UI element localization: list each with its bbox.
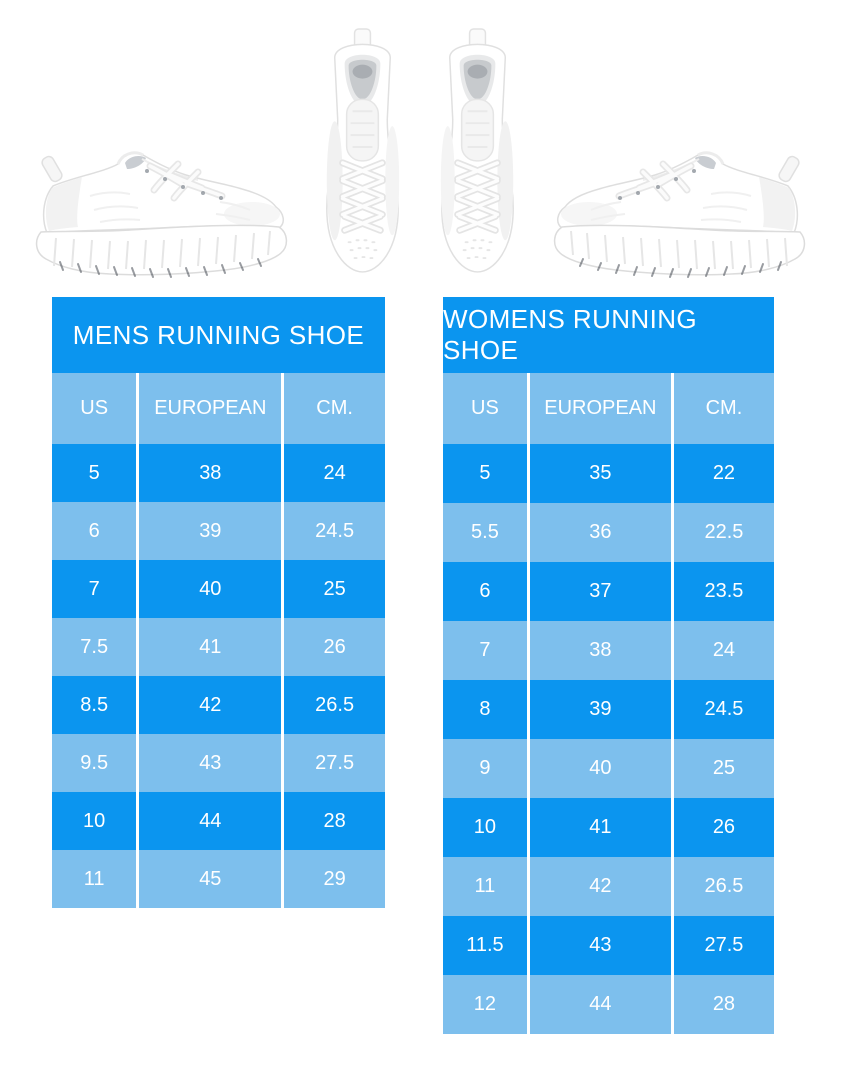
size-cell: 7.5 — [52, 618, 137, 676]
table-row: 5 38 24 — [52, 444, 385, 502]
size-cell: 40 — [139, 560, 282, 618]
running-shoe-side-view-icon — [35, 151, 288, 278]
mens-table-rows: 5 38 24 6 39 24.5 7 40 25 7.5 41 26 8.5 42 26.5 9.5 43 27… — [52, 444, 385, 908]
mens-table-header-row: US EUROPEAN CM. — [52, 373, 385, 444]
mens-size-table: MENS RUNNING SHOE US EUROPEAN CM. 5 38 24 6 39… — [52, 297, 385, 908]
size-cell: 44 — [139, 792, 282, 850]
size-cell: 22.5 — [673, 503, 774, 562]
column-header-us: US — [52, 373, 137, 444]
size-cell: 6 — [52, 502, 137, 560]
size-cell: 8.5 — [52, 676, 137, 734]
column-header-european: EUROPEAN — [529, 373, 671, 444]
table-row: 7 38 24 — [443, 621, 774, 680]
size-cell: 7 — [443, 621, 527, 680]
table-row: 8.5 42 26.5 — [52, 676, 385, 734]
size-cell: 39 — [529, 680, 671, 739]
size-cell: 26 — [284, 618, 385, 676]
womens-table-header-row: US EUROPEAN CM. — [443, 373, 774, 444]
size-cell: 5 — [443, 444, 527, 503]
size-cell: 44 — [529, 975, 671, 1034]
mens-table-title: MENS RUNNING SHOE — [52, 297, 385, 373]
size-cell: 27.5 — [284, 734, 385, 792]
table-row: 9 40 25 — [443, 739, 774, 798]
size-cell: 9.5 — [52, 734, 137, 792]
table-row: 6 37 23.5 — [443, 562, 774, 621]
size-cell: 26.5 — [284, 676, 385, 734]
size-cell: 43 — [139, 734, 282, 792]
column-header-european: EUROPEAN — [139, 373, 282, 444]
table-row: 6 39 24.5 — [52, 502, 385, 560]
size-cell: 24 — [284, 444, 385, 502]
size-cell: 42 — [139, 676, 282, 734]
size-cell: 29 — [284, 850, 385, 908]
size-cell: 35 — [529, 444, 671, 503]
size-cell: 36 — [529, 503, 671, 562]
table-row: 5.5 36 22.5 — [443, 503, 774, 562]
size-cell: 7 — [52, 560, 137, 618]
womens-table-title: WOMENS RUNNING SHOE — [443, 297, 774, 373]
table-row: 11 45 29 — [52, 850, 385, 908]
size-cell: 10 — [443, 798, 527, 857]
size-cell: 6 — [443, 562, 527, 621]
size-cell: 24.5 — [673, 680, 774, 739]
size-cell: 22 — [673, 444, 774, 503]
size-cell: 26 — [673, 798, 774, 857]
column-header-cm: CM. — [284, 373, 385, 444]
size-cell: 8 — [443, 680, 527, 739]
size-cell: 27.5 — [673, 916, 774, 975]
size-cell: 45 — [139, 850, 282, 908]
size-cell: 28 — [673, 975, 774, 1034]
size-cell: 39 — [139, 502, 282, 560]
size-cell: 11 — [52, 850, 137, 908]
table-row: 8 39 24.5 — [443, 680, 774, 739]
table-row: 7.5 41 26 — [52, 618, 385, 676]
size-cell: 11.5 — [443, 916, 527, 975]
size-cell: 25 — [673, 739, 774, 798]
column-header-cm: CM. — [673, 373, 774, 444]
size-cell: 12 — [443, 975, 527, 1034]
size-cell: 41 — [529, 798, 671, 857]
table-row: 12 44 28 — [443, 975, 774, 1034]
shoe-side-left-image — [30, 126, 310, 281]
size-cell: 10 — [52, 792, 137, 850]
table-row: 9.5 43 27.5 — [52, 734, 385, 792]
womens-size-table: WOMENS RUNNING SHOE US EUROPEAN CM. 5 35 22 5… — [443, 297, 774, 1034]
size-cell: 38 — [529, 621, 671, 680]
size-cell: 9 — [443, 739, 527, 798]
size-cell: 37 — [529, 562, 671, 621]
column-header-us: US — [443, 373, 527, 444]
size-cell: 24 — [673, 621, 774, 680]
table-row: 11.5 43 27.5 — [443, 916, 774, 975]
size-cell: 43 — [529, 916, 671, 975]
size-cell: 28 — [284, 792, 385, 850]
size-cell: 26.5 — [673, 857, 774, 916]
size-cell: 25 — [284, 560, 385, 618]
table-row: 10 44 28 — [52, 792, 385, 850]
shoe-side-right-image — [531, 126, 811, 281]
table-row: 5 35 22 — [443, 444, 774, 503]
size-cell: 5.5 — [443, 503, 527, 562]
shoe-pair-top-image — [301, 12, 539, 280]
running-shoe-side-view-mirrored-icon — [553, 151, 806, 278]
size-cell: 42 — [529, 857, 671, 916]
size-cell: 38 — [139, 444, 282, 502]
size-cell: 11 — [443, 857, 527, 916]
running-shoes-top-view-icon — [326, 28, 514, 273]
size-cell: 41 — [139, 618, 282, 676]
size-cell: 24.5 — [284, 502, 385, 560]
table-row: 10 41 26 — [443, 798, 774, 857]
womens-table-rows: 5 35 22 5.5 36 22.5 6 37 23.5 7 38 24 8 39 24.5 9 40 25 10… — [443, 444, 774, 1034]
size-cell: 23.5 — [673, 562, 774, 621]
table-row: 11 42 26.5 — [443, 857, 774, 916]
size-cell: 40 — [529, 739, 671, 798]
table-row: 7 40 25 — [52, 560, 385, 618]
size-cell: 5 — [52, 444, 137, 502]
